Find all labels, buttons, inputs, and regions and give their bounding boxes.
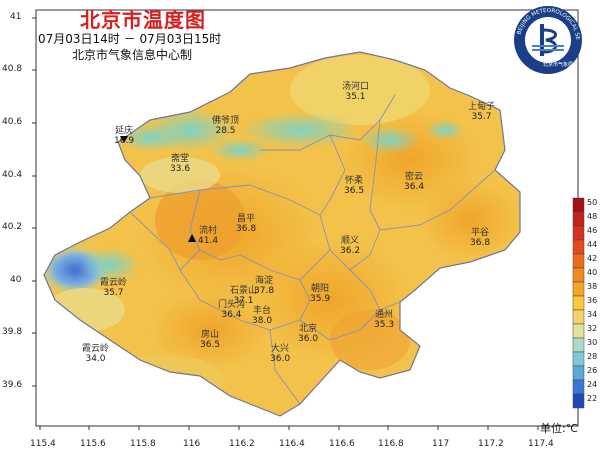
- x-tick: 117: [432, 439, 450, 449]
- colorbar-tick: 44: [587, 240, 598, 249]
- colorbar-tick: 24: [587, 380, 598, 389]
- x-tick: 117.4: [528, 439, 554, 449]
- colorbar-swatch: [572, 267, 585, 283]
- x-tick: 116.8: [378, 439, 404, 449]
- station-label: 上甸子 35.7: [468, 102, 496, 122]
- station-label: 霞云岭 35.7: [100, 278, 128, 298]
- x-tick: 116.6: [329, 439, 355, 449]
- svg-text:BEIJING METEOROLOGICAL SERVICE: BEIJING METEOROLOGICAL SERVICE: [514, 6, 580, 41]
- colorbar-tick: 28: [587, 352, 598, 361]
- station-label: 平谷 36.8: [470, 228, 491, 248]
- colorbar-swatch: [572, 281, 585, 297]
- colorbar-tick: 38: [587, 282, 598, 291]
- colorbar-swatch: [572, 211, 585, 227]
- station-label: 霞云岭 34.0: [82, 344, 110, 364]
- station-label: 大兴 36.0: [270, 344, 291, 364]
- colorbar-tick: 34: [587, 310, 598, 319]
- y-tick: 41: [10, 12, 22, 22]
- colorbar-tick: 30: [587, 338, 598, 347]
- station-label: 朝阳 35.9: [310, 284, 331, 304]
- colorbar-swatch: [572, 295, 585, 311]
- colorbar-tick: 48: [587, 212, 598, 221]
- station-label: 延庆 16.9: [114, 126, 135, 146]
- y-tick: 39.8: [2, 327, 23, 337]
- svg-text:北京市气象局: 北京市气象局: [543, 61, 573, 68]
- station-label: 石景山 37.1: [230, 286, 258, 306]
- colorbar-tick: 46: [587, 226, 598, 235]
- y-tick: 40.8: [2, 64, 23, 74]
- station-label: 昌平 36.8: [236, 214, 257, 234]
- colorbar-swatch: [572, 323, 585, 339]
- y-tick: 40.6: [2, 117, 23, 127]
- station-label: 斋堂 33.6: [170, 154, 191, 174]
- logo-ring-text: BEIJING METEOROLOGICAL SERVICE 北京市气象局: [514, 6, 580, 68]
- meteorological-service-logo: [514, 6, 582, 74]
- colorbar-swatch: [572, 309, 585, 325]
- y-tick: 40.4: [2, 170, 23, 180]
- y-tick: 39.6: [2, 380, 23, 390]
- station-label: 流村 41.4: [198, 226, 219, 246]
- colorbar-swatch: [572, 351, 585, 367]
- y-tick: 40.2: [2, 222, 23, 232]
- issuer-label: 北京市气象信息中心制: [72, 48, 193, 62]
- unit-label: 单位:℃: [540, 422, 579, 435]
- station-label: 密云 36.4: [404, 172, 425, 192]
- colorbar-tick: 50: [587, 198, 598, 207]
- colorbar-swatch: [572, 197, 585, 213]
- x-tick: 116: [183, 439, 201, 449]
- y-tick: 40: [10, 275, 22, 285]
- station-label: 房山 36.5: [200, 330, 221, 350]
- station-label: 门头沟 36.4: [218, 300, 246, 320]
- colorbar-tick: 36: [587, 296, 598, 305]
- station-label: 通州 35.3: [374, 310, 395, 330]
- station-label: 丰台 38.0: [252, 306, 273, 326]
- colorbar-swatch: [572, 225, 585, 241]
- station-marker-up: [188, 234, 196, 242]
- station-label: 海淀 37.8: [254, 276, 275, 296]
- station-label: 佛爷顶 28.5: [212, 116, 240, 136]
- x-tick: 115.4: [30, 439, 56, 449]
- station-marker-down: [120, 136, 128, 143]
- map-title: 北京市温度图: [80, 8, 206, 32]
- x-tick: 116.4: [279, 439, 305, 449]
- colorbar-tick: 42: [587, 254, 598, 263]
- x-tick: 115.8: [130, 439, 156, 449]
- colorbar-tick: 40: [587, 268, 598, 277]
- colorbar-swatch: [572, 393, 585, 409]
- x-tick: 116.2: [229, 439, 255, 449]
- station-label: 怀柔 36.5: [344, 176, 365, 196]
- colorbar-tick: 26: [587, 366, 598, 375]
- colorbar-swatch: [572, 239, 585, 255]
- colorbar-swatch: [572, 253, 585, 269]
- time-range: 07月03日14时 － 07月03日15时: [38, 32, 222, 46]
- colorbar-tick: 22: [587, 394, 598, 403]
- colorbar: [572, 197, 585, 409]
- colorbar-swatch: [572, 337, 585, 353]
- colorbar-swatch: [572, 379, 585, 395]
- colorbar-swatch: [572, 365, 585, 381]
- station-label: 北京 36.0: [298, 324, 319, 344]
- station-label: 汤河口 35.1: [342, 82, 370, 102]
- colorbar-tick: 32: [587, 324, 598, 333]
- x-tick: 115.6: [80, 439, 106, 449]
- x-tick: 117.2: [478, 439, 504, 449]
- station-label: 顺义 36.2: [340, 236, 361, 256]
